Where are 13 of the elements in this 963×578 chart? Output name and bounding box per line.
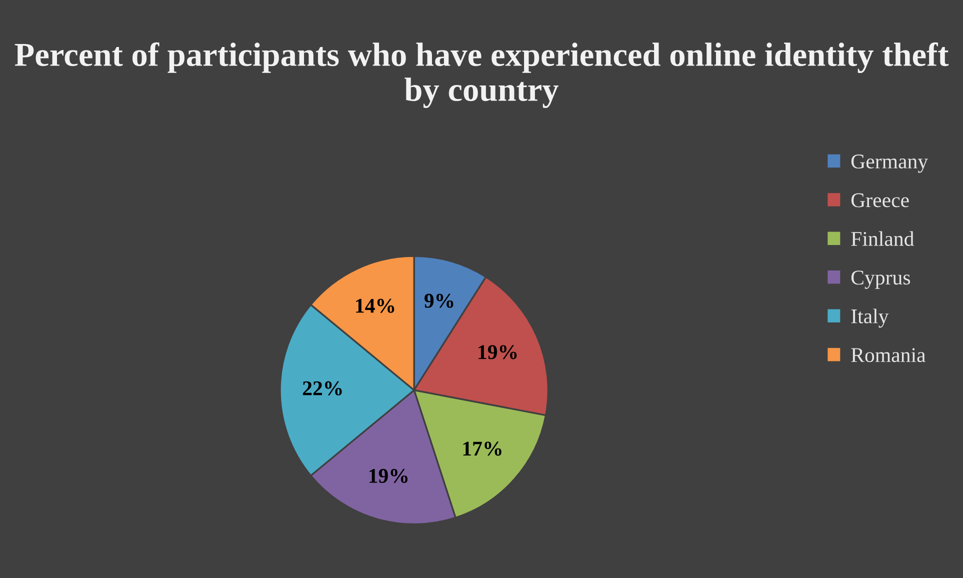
legend-label: Germany: [851, 154, 928, 173]
data-label: 19%: [478, 345, 517, 360]
data-label: 17%: [463, 442, 502, 456]
chart-title: Percent of participants who have experienced online identity theft by country: [14, 42, 949, 108]
legend-label: Greece: [851, 193, 909, 208]
legend-label: Italy: [851, 308, 889, 328]
data-label: 14%: [356, 298, 394, 313]
data-label: 9%: [424, 294, 454, 308]
legend-label: Finland: [851, 231, 914, 246]
legend-label: Cyprus: [851, 270, 910, 289]
legend-label: Romania: [851, 348, 926, 362]
data-label: 19%: [369, 468, 408, 483]
data-label: 22%: [302, 381, 342, 396]
